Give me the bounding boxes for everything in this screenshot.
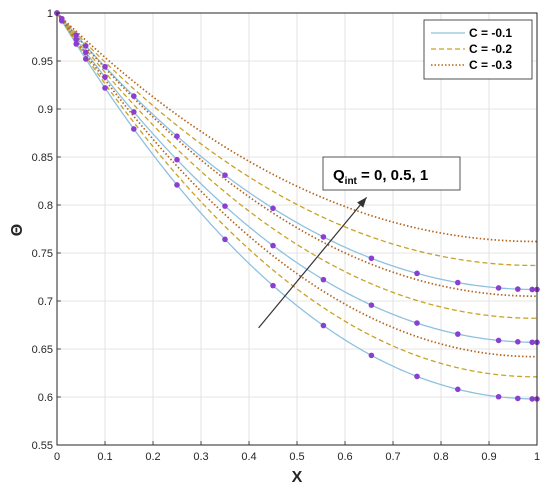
y-tick-label: 1 — [47, 8, 53, 20]
y-tick-label: 0.9 — [38, 104, 53, 116]
x-tick-label: 0.6 — [337, 451, 352, 463]
annotation-label: Qint = 0, 0.5, 1 — [333, 167, 428, 187]
y-tick-label: 0.8 — [38, 200, 53, 212]
annotation-box — [322, 156, 461, 191]
ticks: 0 0.1 0.2 0.3 0.4 0.5 0.6 0.7 0.8 0.9 1 0.55 0.6 0.65… — [32, 8, 540, 463]
series-point-c-0.1-q0 — [83, 56, 89, 62]
series-point-c-0.1-q1 — [174, 133, 180, 139]
series-point-c-0.1-q1 — [495, 285, 502, 291]
series-point-c-0.1-q0.5 — [102, 74, 108, 80]
y-tick-label: 0.85 — [32, 152, 53, 164]
annotation-arrow — [258, 196, 368, 329]
legend-label-c03: C = -0.3 — [469, 58, 512, 72]
legend: C = -0.1 C = -0.2 C = -0.3 — [423, 19, 533, 80]
series-point-c-0.1-q0.5 — [270, 242, 276, 249]
series-point-c-0.1-q1 — [102, 63, 108, 70]
series-point-c-0.1-q0.5 — [414, 320, 420, 326]
x-tick-label: 0.7 — [385, 451, 400, 463]
x-tick-label: 0.4 — [241, 451, 256, 463]
series-point-c-0.1-q0 — [515, 395, 521, 402]
series-line-c-0.3-q0.5 — [56, 12, 538, 298]
x-tick-label: 0.1 — [97, 451, 112, 463]
series-point-c-0.1-q0 — [222, 236, 228, 243]
series-point-c-0.1-q0 — [174, 182, 180, 188]
x-tick-label: 0.3 — [193, 451, 208, 463]
x-tick-label: 0.2 — [145, 451, 160, 463]
series-point-c-0.1-q0.5 — [222, 203, 228, 209]
annotation-sub: int — [345, 176, 358, 187]
series-point-c-0.1-q0 — [131, 126, 137, 132]
series-point-c-0.1-q0 — [495, 393, 502, 400]
y-tick-label: 0.55 — [32, 440, 53, 452]
y-tick-label: 0.65 — [32, 344, 53, 356]
series-point-c-0.1-q0 — [270, 282, 276, 289]
marker-layer — [54, 10, 540, 402]
series-line-c-0.3-q1 — [56, 12, 537, 243]
series-point-c-0.1-q0.5 — [455, 331, 461, 337]
series-point-c-0.1-q1 — [515, 286, 521, 292]
series-point-c-0.1-q1 — [73, 32, 79, 38]
annotation: Qint = 0, 0.5, 1 — [258, 156, 461, 329]
annotation-q: Q — [333, 167, 345, 184]
y-tick-label: 0.95 — [32, 56, 53, 68]
x-tick-label: 0.9 — [481, 451, 496, 463]
series-point-c-0.1-q0.5 — [73, 36, 79, 43]
x-tick-label: 1 — [534, 451, 540, 463]
series-point-c-0.1-q1 — [414, 270, 420, 277]
y-tick-label: 0.7 — [38, 296, 53, 308]
series-point-c-0.1-q0.5 — [529, 339, 535, 346]
series-point-c-0.1-q0.5 — [368, 302, 375, 308]
series-line-c-0.2-q0.5 — [56, 12, 538, 319]
series-point-c-0.1-q0.5 — [174, 156, 180, 163]
series-point-c-0.1-q1 — [529, 286, 535, 293]
y-tick-label: 0.6 — [38, 392, 53, 404]
series-point-c-0.1-q0 — [368, 352, 375, 359]
series-point-c-0.1-q1 — [83, 43, 89, 49]
annotation-values: = 0, 0.5, 1 — [357, 167, 428, 184]
annotation-arrowhead — [357, 197, 367, 208]
series-point-c-0.1-q1 — [270, 205, 276, 212]
series-point-c-0.1-q1 — [368, 255, 375, 262]
x-tick-label: 0.5 — [289, 451, 304, 463]
series-point-c-0.1-q0 — [414, 373, 420, 380]
series-point-c-0.1-q0 — [529, 396, 535, 402]
series-point-c-0.1-q0 — [455, 386, 461, 393]
series-point-c-0.1-q0 — [73, 41, 79, 47]
series-line-c-0.2-q1 — [56, 12, 537, 267]
series-line-c-0.2-q0 — [56, 12, 538, 378]
series-point-c-0.1-q0 — [320, 322, 327, 329]
series-point-c-0.1-q0 — [102, 85, 108, 91]
series-point-c-0.1-q1 — [131, 93, 137, 99]
series-point-c-0.1-q0.5 — [131, 109, 137, 115]
x-tick-label: 0 — [54, 451, 60, 463]
series-point-c-0.1-q1 — [59, 15, 65, 22]
series-point-c-0.1-q1 — [222, 172, 228, 178]
x-tick-label: 0.8 — [433, 451, 448, 463]
series-point-c-0.1-q0.5 — [495, 337, 502, 344]
y-tick-label: 0.75 — [32, 248, 53, 260]
legend-label-c01: C = -0.1 — [469, 26, 512, 40]
series-point-c-0.1-q0.5 — [320, 276, 327, 283]
x-axis-label: X — [292, 469, 303, 486]
series-line-c-0.3-q0 — [56, 12, 538, 358]
series-point-c-0.1-q1 — [455, 279, 461, 286]
legend-label-c02: C = -0.2 — [469, 42, 512, 56]
series-point-c-0.1-q1 — [320, 234, 327, 240]
series-point-c-0.1-q0.5 — [83, 49, 89, 56]
y-axis-label: Θ — [9, 224, 26, 236]
series-point-c-0.1-q0.5 — [515, 339, 521, 345]
